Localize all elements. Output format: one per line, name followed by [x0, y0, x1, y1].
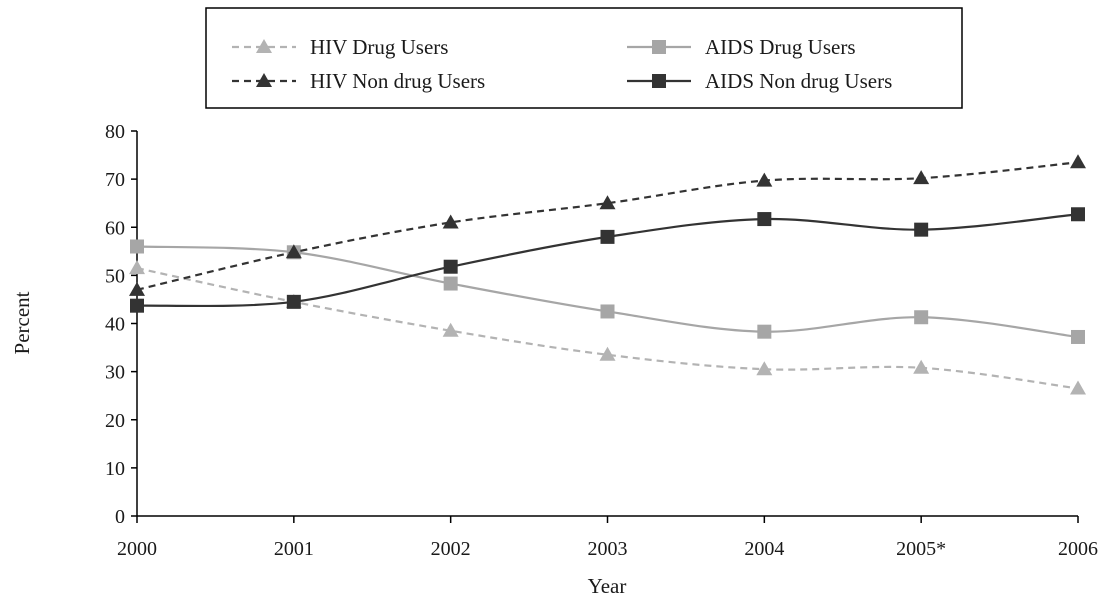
legend-marker-triangle	[256, 39, 272, 53]
x-ticks: 2000 2001 2002 2003 2004 2005* 2006	[117, 516, 1098, 560]
data-point-triangle	[285, 244, 302, 259]
y-tick-label: 80	[105, 121, 125, 143]
y-tick-label: 20	[105, 410, 125, 432]
series-line	[136, 213, 1079, 308]
data-point-triangle	[599, 346, 616, 361]
legend-marker-square	[652, 74, 666, 88]
x-axis-title: Year	[588, 574, 627, 598]
series-line	[136, 161, 1079, 291]
y-tick-label: 0	[115, 506, 125, 528]
legend-label: AIDS Drug Users	[705, 35, 856, 59]
y-tick-label: 30	[105, 362, 125, 384]
legend-item: AIDS Non drug Users	[627, 69, 892, 93]
legend-label: HIV Non drug Users	[310, 69, 485, 93]
data-point-triangle	[442, 322, 459, 337]
data-point-triangle	[129, 281, 145, 296]
data-point-triangle	[599, 195, 616, 210]
series-hiv-drug-users	[129, 260, 1086, 395]
x-tick-label: 2003	[588, 538, 628, 560]
series-line	[136, 245, 1079, 339]
x-tick-label: 2005*	[896, 538, 946, 560]
y-axis: 0 10 20 30 40 50 60 70 80	[105, 121, 138, 528]
data-point-square	[757, 212, 772, 227]
data-point-triangle	[913, 359, 930, 374]
legend-label: HIV Drug Users	[310, 35, 448, 59]
series-line	[136, 267, 1079, 390]
x-axis: 2000 2001 2002 2003 2004 2005* 2006	[117, 515, 1098, 560]
data-point-square	[443, 276, 458, 291]
y-ticks: 0 10 20 30 40 50 60 70 80	[105, 121, 137, 528]
y-axis-title: Percent	[10, 291, 34, 354]
x-tick-label: 2000	[117, 538, 157, 560]
x-tick-label: 2002	[431, 538, 471, 560]
data-point-triangle	[442, 214, 459, 229]
plot-area	[129, 154, 1086, 395]
legend-box	[205, 7, 963, 109]
data-point-triangle	[1070, 154, 1086, 169]
data-point-triangle	[756, 361, 773, 376]
y-tick-label: 40	[105, 314, 125, 336]
y-tick-label: 70	[105, 169, 125, 191]
legend: HIV Drug Users HIV Non drug Users AIDS Dru…	[205, 7, 963, 109]
data-point-square	[1071, 207, 1085, 222]
data-point-triangle	[756, 172, 773, 187]
data-point-square	[914, 310, 929, 325]
data-point-square	[130, 298, 144, 313]
y-tick-label: 50	[105, 265, 125, 287]
data-point-square	[443, 259, 458, 274]
legend-item: HIV Drug Users	[232, 35, 448, 59]
y-tick-label: 60	[105, 217, 125, 239]
x-tick-label: 2004	[744, 538, 784, 560]
data-point-square	[286, 294, 301, 309]
series-aids-non-drug-users	[130, 207, 1085, 313]
legend-marker-square	[652, 40, 666, 54]
data-point-square	[600, 229, 615, 244]
data-point-square	[1071, 329, 1085, 344]
data-point-triangle	[913, 170, 930, 185]
data-point-square	[600, 304, 615, 319]
data-point-square	[757, 324, 772, 339]
data-point-square	[130, 239, 144, 254]
data-point-square	[914, 222, 929, 237]
x-tick-label: 2006	[1058, 538, 1098, 560]
legend-item: HIV Non drug Users	[232, 69, 485, 93]
series-hiv-non-drug-users	[129, 154, 1086, 296]
legend-entries: HIV Drug Users HIV Non drug Users AIDS Dru…	[232, 35, 892, 93]
data-point-triangle	[1070, 380, 1086, 395]
y-tick-label: 10	[105, 458, 125, 480]
x-tick-label: 2001	[274, 538, 314, 560]
data-point-triangle	[129, 260, 145, 275]
legend-label: AIDS Non drug Users	[705, 69, 892, 93]
series-aids-drug-users	[130, 239, 1085, 344]
legend-marker-triangle	[256, 73, 272, 87]
legend-item: AIDS Drug Users	[627, 35, 856, 59]
